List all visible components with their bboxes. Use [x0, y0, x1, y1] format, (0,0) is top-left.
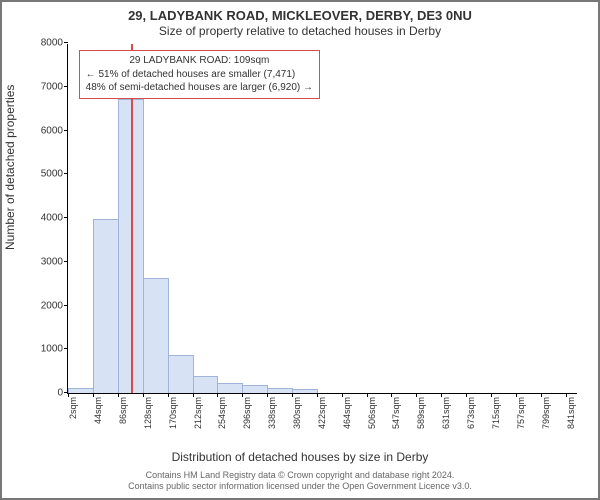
- y-tick-mark: [64, 130, 68, 131]
- annotation-line: ← 51% of detached houses are smaller (7,…: [86, 68, 313, 82]
- y-tick-label: 5000: [41, 169, 63, 180]
- x-tick-label: 422sqm: [317, 397, 327, 429]
- y-tick-label: 7000: [41, 81, 63, 92]
- x-tick-label: 715sqm: [491, 397, 501, 429]
- y-tick-label: 0: [57, 388, 63, 399]
- y-tick-mark: [64, 348, 68, 349]
- x-tick-label: 757sqm: [516, 397, 526, 429]
- plot-area: 0100020003000400050006000700080002sqm44s…: [67, 44, 577, 394]
- histogram-bar: [93, 219, 119, 393]
- footer-line-2: Contains public sector information licen…: [2, 481, 598, 492]
- histogram-bar: [168, 355, 194, 393]
- x-tick-label: 128sqm: [143, 397, 153, 429]
- histogram-bar: [143, 278, 169, 393]
- x-tick-label: 506sqm: [367, 397, 377, 429]
- x-tick-label: 2sqm: [68, 397, 78, 419]
- y-tick-mark: [64, 173, 68, 174]
- x-tick-label: 547sqm: [391, 397, 401, 429]
- y-tick-label: 8000: [41, 38, 63, 49]
- x-tick-label: 841sqm: [566, 397, 576, 429]
- x-tick-label: 86sqm: [118, 397, 128, 424]
- y-tick-mark: [64, 217, 68, 218]
- y-tick-label: 3000: [41, 256, 63, 267]
- histogram-bar: [292, 389, 318, 393]
- x-tick-label: 296sqm: [242, 397, 252, 429]
- y-tick-mark: [64, 261, 68, 262]
- chart-footer: Contains HM Land Registry data © Crown c…: [2, 470, 598, 493]
- x-tick-label: 254sqm: [217, 397, 227, 429]
- x-tick-label: 631sqm: [441, 397, 451, 429]
- histogram-bar: [193, 376, 219, 393]
- x-tick-label: 673sqm: [466, 397, 476, 429]
- x-axis-label: Distribution of detached houses by size …: [2, 450, 598, 464]
- y-axis-label: Number of detached properties: [3, 85, 17, 250]
- y-tick-mark: [64, 86, 68, 87]
- x-tick-label: 212sqm: [193, 397, 203, 429]
- y-tick-mark: [64, 305, 68, 306]
- histogram-bar: [242, 385, 268, 393]
- x-tick-label: 464sqm: [342, 397, 352, 429]
- x-tick-label: 170sqm: [168, 397, 178, 429]
- annotation-line: 48% of semi-detached houses are larger (…: [86, 81, 313, 95]
- annotation-line: 29 LADYBANK ROAD: 109sqm: [86, 54, 313, 68]
- x-tick-label: 380sqm: [292, 397, 302, 429]
- x-tick-label: 44sqm: [93, 397, 103, 424]
- x-tick-label: 338sqm: [267, 397, 277, 429]
- x-tick-label: 799sqm: [541, 397, 551, 429]
- chart-title-main: 29, LADYBANK ROAD, MICKLEOVER, DERBY, DE…: [2, 8, 598, 23]
- annotation-box: 29 LADYBANK ROAD: 109sqm← 51% of detache…: [79, 50, 320, 99]
- footer-line-1: Contains HM Land Registry data © Crown c…: [2, 470, 598, 481]
- y-tick-label: 1000: [41, 344, 63, 355]
- histogram-bar: [68, 388, 94, 393]
- histogram-bar: [267, 388, 293, 393]
- chart-container: 29, LADYBANK ROAD, MICKLEOVER, DERBY, DE…: [0, 0, 600, 500]
- chart-title-sub: Size of property relative to detached ho…: [2, 24, 598, 38]
- y-tick-label: 6000: [41, 125, 63, 136]
- histogram-bar: [217, 383, 243, 393]
- y-tick-mark: [64, 42, 68, 43]
- y-tick-label: 4000: [41, 213, 63, 224]
- y-tick-label: 2000: [41, 300, 63, 311]
- x-tick-label: 589sqm: [416, 397, 426, 429]
